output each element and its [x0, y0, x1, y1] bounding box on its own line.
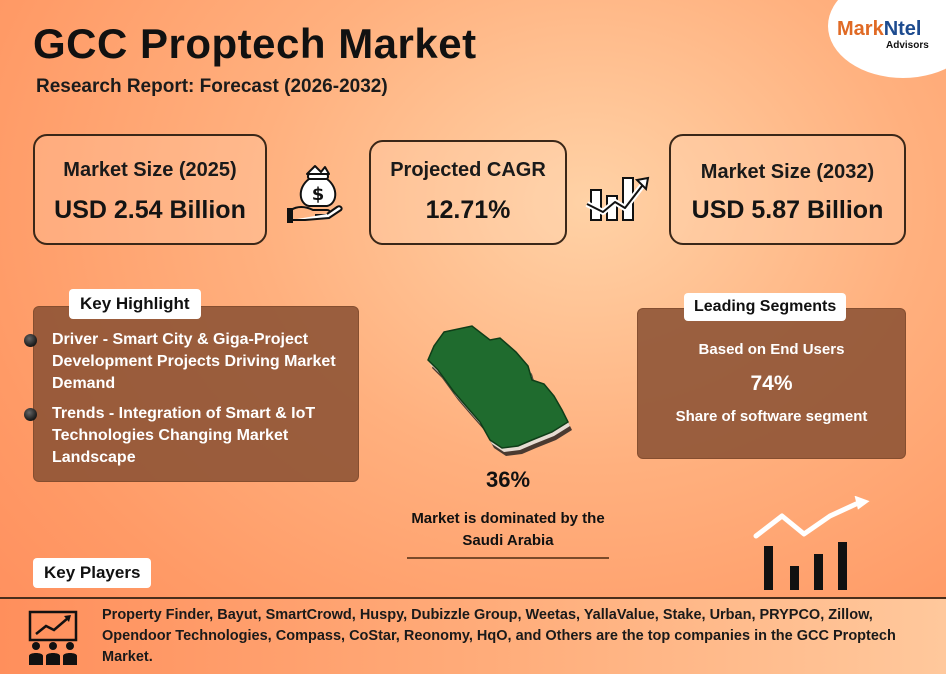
stat-label: Market Size (2025)	[63, 159, 237, 181]
segment-description: Share of software segment	[675, 408, 868, 425]
saudi-arabia-map-icon	[427, 325, 572, 456]
leading-segments-tag: Leading Segments	[684, 293, 847, 321]
page-title: GCC Proptech Market	[33, 20, 477, 67]
brand-logo: MarkNtel	[837, 18, 922, 41]
presentation-people-icon	[28, 610, 78, 665]
highlight-driver: Driver - Smart City & Giga-Project Devel…	[52, 331, 336, 392]
map-percent: 36%	[485, 467, 531, 492]
segment-percent: 74%	[750, 372, 793, 395]
key-highlight-panel	[33, 306, 359, 482]
svg-text:$: $	[312, 184, 325, 205]
stat-label: Projected CAGR	[390, 159, 546, 181]
bullet-icon	[24, 334, 37, 347]
highlight-trends: Trends - Integration of Smart & IoT Tech…	[52, 405, 316, 466]
page-subtitle: Research Report: Forecast (2026-2032)	[36, 76, 388, 97]
key-players-tag: Key Players	[33, 558, 152, 588]
key-highlight-tag: Key Highlight	[69, 289, 201, 319]
stat-value: 12.71%	[425, 196, 511, 224]
money-bag-hand-icon: $	[287, 165, 343, 223]
logo-text-ntel: Ntel	[883, 18, 922, 40]
logo-text-mark: Mark	[837, 18, 884, 40]
segment-basis: Based on End Users	[698, 341, 845, 358]
bullet-icon	[24, 408, 37, 421]
trend-bars-icon	[753, 496, 870, 590]
logo-subtitle: Advisors	[886, 40, 929, 51]
stat-market-size-2025: Market Size (2025) USD 2.54 Billion	[33, 134, 267, 245]
map-caption: Market is dominated by the Saudi Arabia	[411, 510, 605, 549]
leading-segments-panel	[637, 308, 906, 459]
stat-projected-cagr: Projected CAGR 12.71%	[369, 140, 567, 245]
growth-chart-icon	[585, 176, 650, 221]
stat-market-size-2032: Market Size (2032) USD 5.87 Billion	[669, 134, 906, 245]
key-players-band	[0, 597, 946, 674]
divider	[407, 557, 609, 559]
stat-value: USD 5.87 Billion	[691, 196, 884, 224]
key-players-text: Property Finder, Bayut, SmartCrowd, Husp…	[102, 607, 896, 665]
stat-value: USD 2.54 Billion	[54, 196, 246, 224]
stat-label: Market Size (2032)	[700, 161, 875, 183]
